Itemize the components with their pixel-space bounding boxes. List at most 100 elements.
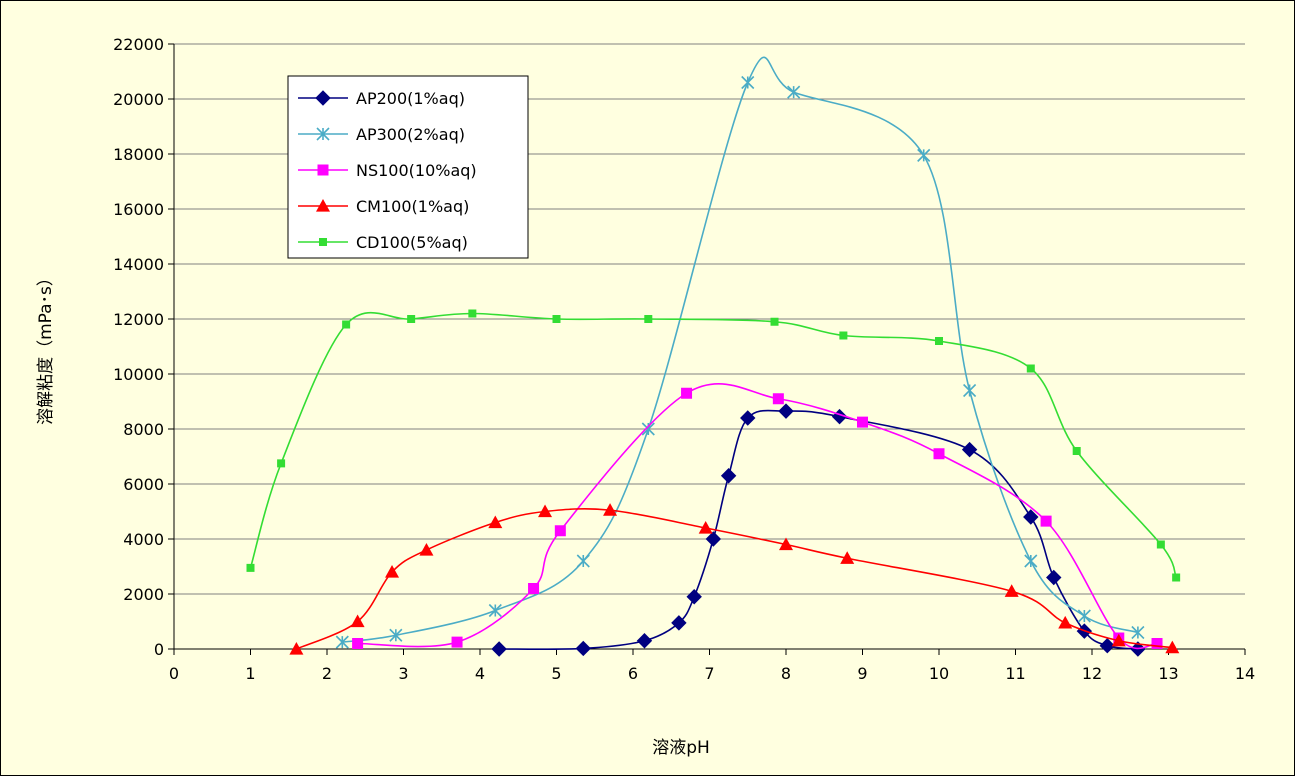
y-tick-label: 12000 bbox=[113, 310, 164, 329]
data-point-cm100 bbox=[779, 537, 793, 551]
legend-marker-ap200 bbox=[315, 90, 331, 106]
data-point-ns100 bbox=[772, 393, 784, 405]
x-tick-label: 6 bbox=[628, 664, 638, 683]
series-ap300 bbox=[335, 56, 1145, 649]
data-point-cm100 bbox=[698, 521, 713, 534]
y-tick-label: 20000 bbox=[113, 90, 164, 109]
x-tick-label: 5 bbox=[551, 664, 561, 683]
data-point-cd100 bbox=[246, 563, 255, 572]
data-point-cm100 bbox=[603, 503, 618, 516]
data-point-ns100 bbox=[681, 387, 693, 399]
data-point-ap200 bbox=[491, 641, 507, 657]
data-point-ns100 bbox=[1040, 515, 1052, 527]
data-point-cm100 bbox=[1111, 633, 1126, 647]
series-line-ns100 bbox=[357, 383, 1158, 650]
data-point-cm100 bbox=[840, 551, 855, 564]
data-point-ap200 bbox=[720, 468, 737, 484]
data-point-ap200 bbox=[740, 410, 756, 426]
data-point-cd100 bbox=[1172, 573, 1181, 582]
legend-entry-cm100: CM100(1%aq) bbox=[298, 197, 469, 216]
y-tick-label: 14000 bbox=[113, 255, 164, 274]
data-point-cm100 bbox=[419, 543, 434, 556]
data-point-ap300 bbox=[1024, 554, 1038, 568]
data-point-ap300 bbox=[488, 603, 502, 618]
data-point-cd100 bbox=[552, 315, 561, 323]
x-tick-label: 9 bbox=[857, 664, 867, 683]
x-tick-label: 11 bbox=[1005, 664, 1025, 683]
x-tick-label: 12 bbox=[1082, 664, 1102, 683]
data-point-ap200 bbox=[636, 633, 653, 649]
y-tick-labels: 0 2000 4000 6000 8000 10000 12000 14000 16000 180… bbox=[113, 35, 164, 659]
data-point-ap200 bbox=[1099, 637, 1116, 654]
series-ns100 bbox=[352, 383, 1163, 650]
legend-entry-ns100: NS100(10%aq) bbox=[298, 161, 477, 180]
legend-marker-ap300 bbox=[316, 127, 330, 141]
series-line-ap300 bbox=[342, 56, 1139, 643]
data-point-cm100 bbox=[289, 642, 304, 655]
x-tick-label: 14 bbox=[1235, 664, 1255, 683]
data-point-ns100 bbox=[528, 583, 540, 594]
x-tick-label: 4 bbox=[475, 664, 485, 683]
series-line-cm100 bbox=[296, 508, 1173, 650]
data-point-cm100 bbox=[1165, 640, 1180, 654]
legend: AP200(1%aq) AP300(2%aq) NS100(10%aq) CM100(… bbox=[287, 75, 529, 259]
x-tick-label: 1 bbox=[245, 664, 255, 683]
series-cm100 bbox=[289, 503, 1180, 655]
legend-label-ap200: AP200(1%aq) bbox=[356, 89, 465, 108]
data-point-cd100 bbox=[839, 331, 848, 340]
data-point-ap300 bbox=[576, 554, 590, 568]
legend-label-ns100: NS100(10%aq) bbox=[356, 161, 477, 180]
data-point-ns100 bbox=[352, 638, 364, 649]
y-tick-label: 16000 bbox=[113, 200, 164, 219]
data-point-ap200 bbox=[575, 640, 591, 657]
x-tick-label: 2 bbox=[322, 664, 332, 683]
legend-entry-ap200: AP200(1%aq) bbox=[298, 89, 465, 108]
data-point-cd100 bbox=[770, 317, 779, 326]
data-point-ap300 bbox=[389, 628, 403, 642]
y-tick-label: 2000 bbox=[123, 585, 164, 604]
data-point-ap300 bbox=[917, 148, 931, 162]
x-tick-label: 13 bbox=[1158, 664, 1178, 683]
legend-marker-cm100 bbox=[316, 199, 330, 212]
series-lines bbox=[246, 56, 1181, 657]
data-point-cd100 bbox=[1156, 540, 1165, 549]
data-point-ns100 bbox=[933, 448, 945, 460]
data-point-cd100 bbox=[407, 315, 416, 323]
legend-entry-ap300: AP300(2%aq) bbox=[298, 125, 465, 144]
y-tick-label: 22000 bbox=[113, 35, 164, 54]
data-point-ap200 bbox=[1046, 569, 1062, 586]
data-point-ap300 bbox=[641, 422, 655, 436]
data-point-ap200 bbox=[705, 531, 722, 547]
y-tick-label: 0 bbox=[154, 640, 164, 659]
legend-entry-cd100: CD100(5%aq) bbox=[298, 233, 468, 252]
data-point-ap200 bbox=[778, 403, 794, 419]
data-point-cm100 bbox=[538, 504, 553, 518]
x-tick-label: 0 bbox=[169, 664, 179, 683]
data-point-cd100 bbox=[644, 315, 653, 323]
x-tick-label: 8 bbox=[781, 664, 791, 683]
data-point-ap300 bbox=[787, 85, 801, 99]
y-axis-title: 溶解粘度（mPa･s） bbox=[36, 269, 56, 425]
data-point-cm100 bbox=[350, 614, 365, 628]
data-point-ns100 bbox=[554, 525, 566, 537]
data-point-cd100 bbox=[342, 320, 351, 329]
series-cd100 bbox=[246, 309, 1181, 582]
data-point-ap200 bbox=[961, 441, 978, 458]
data-point-ns100 bbox=[451, 636, 463, 648]
data-point-ns100 bbox=[1151, 638, 1163, 649]
data-point-cd100 bbox=[1072, 447, 1081, 455]
data-point-cm100 bbox=[488, 515, 503, 529]
data-point-ap200 bbox=[1023, 509, 1039, 525]
data-point-cm100 bbox=[1004, 584, 1019, 597]
legend-label-ap300: AP300(2%aq) bbox=[356, 125, 465, 144]
data-point-cd100 bbox=[935, 337, 943, 345]
x-axis-title: 溶液pH bbox=[652, 738, 710, 758]
legend-label-cm100: CM100(1%aq) bbox=[356, 197, 469, 216]
y-tick-label: 10000 bbox=[113, 365, 164, 384]
data-point-ap300 bbox=[741, 75, 755, 90]
x-tick-labels: 0 1 2 3 4 5 6 7 8 9 10 11 12 13 14 bbox=[169, 664, 1255, 683]
data-point-ap300 bbox=[335, 635, 349, 649]
y-tick-label: 18000 bbox=[113, 145, 164, 164]
